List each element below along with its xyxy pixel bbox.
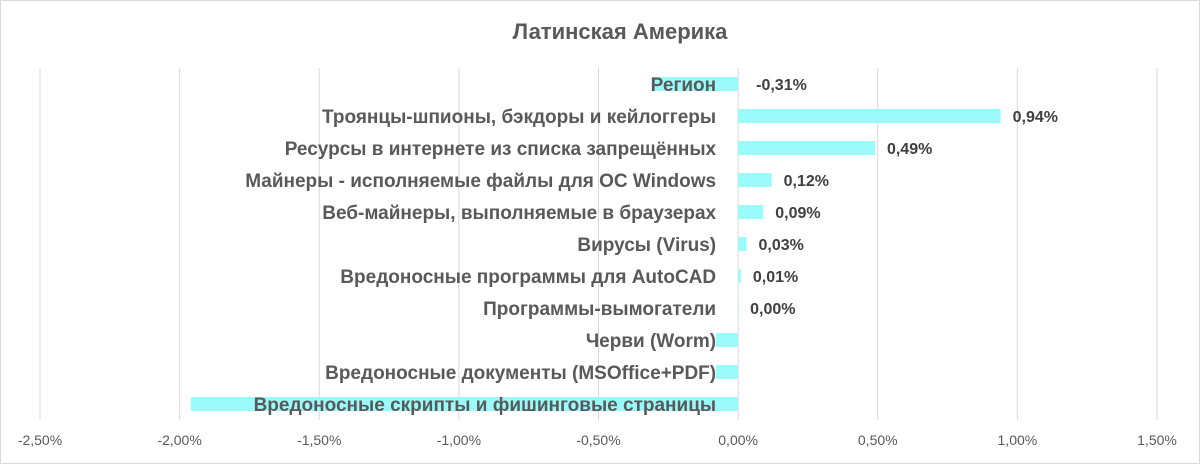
bar [738,269,741,283]
x-tick-label: 0,50% [858,432,898,448]
bar [715,333,739,347]
bar [715,365,739,379]
data-label: 0,49% [887,141,932,158]
chart-title: Латинская Америка [513,19,729,44]
data-label: 0,12% [784,173,829,190]
bar [651,77,739,91]
x-tick-label: 1,00% [998,432,1038,448]
category-label: Вредоносные документы (MSOffice+PDF) [325,363,716,384]
data-label: 0,01% [753,269,798,286]
x-tick-label: -2,00% [157,432,201,448]
bar [738,173,772,187]
bar [738,109,1001,123]
x-tick-label: -2,50% [18,432,62,448]
category-label: Троянцы-шпионы, бэкдоры и кейлоггеры [322,107,716,128]
category-label: Веб-майнеры, выполняемые в браузерах [322,203,716,224]
x-tick-label: -1,00% [437,432,481,448]
data-label: 0,03% [759,237,804,254]
category-label: Вирусы (Virus) [577,235,716,256]
bar [738,141,875,155]
category-label: Черви (Worm) [586,331,716,352]
category-label: Майнеры - исполняемые файлы для ОС Windo… [245,171,716,192]
x-tick-label: 0,00% [718,432,758,448]
x-tick-label: -0,50% [576,432,620,448]
category-label: Вредоносные программы для AutoCAD [340,267,716,288]
x-tick-label: 1,50% [1137,432,1177,448]
category-label: Регион [651,75,716,96]
bar [738,237,747,251]
bar [738,205,764,219]
data-label: 0,94% [1013,109,1058,126]
data-label: -0,31% [756,77,807,94]
category-label: Вредоносные скрипты и фишинговые страниц… [254,395,717,416]
data-label: 0,00% [750,301,795,318]
category-label: Ресурсы в интернете из списка запрещённы… [285,139,717,160]
data-label: 0,09% [775,205,820,222]
bar [190,397,739,411]
x-tick-label: -1,50% [297,432,341,448]
category-label: Программы-вымогатели [483,299,716,320]
bar [738,301,739,315]
